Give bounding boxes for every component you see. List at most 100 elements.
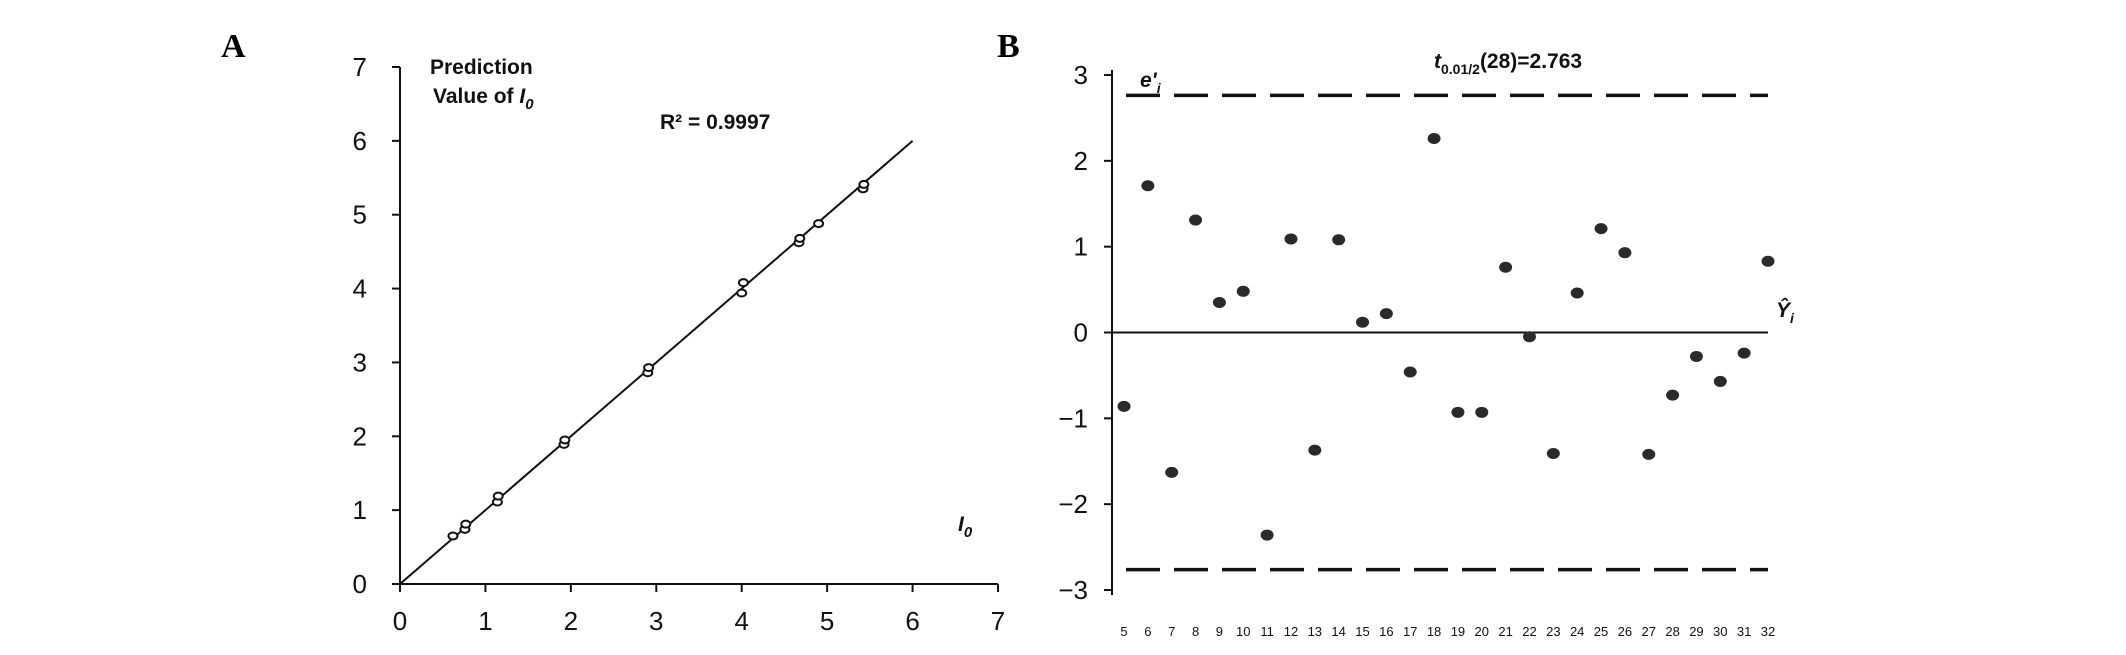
panel-b-point — [1403, 366, 1417, 378]
panel-b-x-tick-label: 28 — [1665, 624, 1679, 639]
panel-b-point — [1546, 448, 1560, 460]
panel-b-point — [1189, 214, 1203, 226]
panel-b-x-tick-label: 27 — [1642, 624, 1656, 639]
panel-b-x-tick-label: 21 — [1498, 624, 1512, 639]
panel-a-x-tick-label: 2 — [564, 606, 578, 636]
panel-b-x-tick-label: 24 — [1570, 624, 1584, 639]
panel-b-point — [1236, 285, 1250, 297]
panel-b-x-tick-label: 17 — [1403, 624, 1417, 639]
panel-a-y-tick-label: 1 — [353, 495, 367, 525]
panel-b-point — [1427, 133, 1441, 145]
panel-a-ylabel-line1: Prediction — [430, 56, 533, 79]
panel-b-point — [1284, 233, 1298, 245]
panel-b-point — [1689, 351, 1703, 363]
panel-b-point — [1332, 234, 1346, 246]
panel-a-ticks: 0 1 2 3 4 5 6 7 0 1 2 3 4 5 6 7 — [353, 52, 1006, 636]
panel-a-fit-line — [399, 140, 914, 585]
panel-b-x-tick-label: 29 — [1689, 624, 1703, 639]
panel-a-x-tick-label: 0 — [393, 606, 407, 636]
panel-b-point — [1761, 255, 1775, 267]
panel-a-point — [813, 219, 825, 229]
panel-a-point — [460, 519, 472, 529]
panel-a-point — [492, 491, 504, 501]
panel-b-point — [1594, 223, 1608, 235]
panel-b-x-tick-label: 7 — [1168, 624, 1175, 639]
panel-b-x-tick-label: 8 — [1192, 624, 1199, 639]
panel-a-point — [447, 531, 459, 541]
panel-a-xlabel-sub: 0 — [964, 524, 973, 541]
panel-b-y-tick-label: −1 — [1058, 403, 1088, 433]
panel-b-x-tick-label: 18 — [1427, 624, 1441, 639]
panel-b-threshold-label: t0.01/2(28)=2.763 — [1434, 50, 1582, 77]
panel-b-x-tick-label: 30 — [1713, 624, 1727, 639]
panel-b-point — [1642, 448, 1656, 460]
panel-a-y-tick-label: 2 — [353, 421, 367, 451]
panel-a-points — [447, 179, 870, 541]
panel-a-letter: A — [221, 28, 246, 65]
panel-b-point — [1356, 316, 1370, 328]
panel-b-y-tick-label: 0 — [1074, 318, 1088, 348]
panel-a-xlabel-var: I — [958, 513, 965, 536]
panel-a-y-tick-label: 4 — [353, 274, 367, 304]
panel-b-x-tick-label: 6 — [1144, 624, 1151, 639]
panel-b-point — [1570, 287, 1584, 299]
panel-b-x-tick-label: 9 — [1216, 624, 1223, 639]
panel-b-x-tick-label: 16 — [1379, 624, 1393, 639]
panel-b-point — [1260, 529, 1274, 541]
panel-a-x-tick-label: 6 — [905, 606, 919, 636]
panel-b-x-tick-label: 31 — [1737, 624, 1751, 639]
panel-a-x-tick-label: 4 — [734, 606, 748, 636]
panel-b-x-tick-label: 32 — [1761, 624, 1775, 639]
panel-b-xlabel: Ŷi — [1776, 298, 1795, 326]
panel-b-x-tick-label: 13 — [1308, 624, 1322, 639]
panel-a-y-tick-label: 5 — [353, 200, 367, 230]
panel-a-x-tick-label: 3 — [649, 606, 663, 636]
panel-b-letter: B — [997, 28, 1020, 65]
panel-b-y-tick-label: 3 — [1074, 60, 1088, 90]
panel-a-point — [858, 179, 870, 189]
panel-b-axes — [1111, 70, 1768, 595]
panel-b-point — [1522, 331, 1536, 343]
panel-b-point — [1618, 247, 1632, 259]
panel-b-point — [1308, 444, 1322, 456]
panel-a-x-tick-label: 1 — [478, 606, 492, 636]
panel-a-axes — [399, 67, 998, 585]
panel-b-x-tick-label: 25 — [1594, 624, 1608, 639]
panel-b-point — [1737, 347, 1751, 359]
panel-a-ylabel-line2: Value of I0 — [433, 85, 534, 113]
panel-a-y-tick-label: 7 — [353, 52, 367, 82]
panel-b-points — [1117, 133, 1775, 541]
panel-a: 0 1 2 3 4 5 6 7 0 1 2 3 4 5 6 7 Prediction Value of I0 … — [353, 52, 1006, 636]
panel-b-point — [1379, 308, 1393, 320]
panel-a-x-tick-label: 7 — [991, 606, 1005, 636]
panel-b-x-tick-label: 10 — [1236, 624, 1250, 639]
panel-a-r2-annotation: R² = 0.9997 — [660, 111, 770, 134]
panel-b-x-tick-label: 5 — [1120, 624, 1127, 639]
panel-b-ylabel: e'i — [1140, 69, 1162, 96]
panel-b-x-tick-label: 22 — [1522, 624, 1536, 639]
panel-a-point — [736, 288, 748, 298]
panel-a-ylabel-prefix: Value of — [433, 85, 519, 108]
panel-b-x-tick-label: 26 — [1618, 624, 1632, 639]
panel-b-x-tick-label: 23 — [1546, 624, 1560, 639]
panel-a-point — [737, 278, 749, 288]
panel-a-ylabel-var: I — [519, 85, 526, 108]
panel-b-point — [1165, 466, 1179, 478]
panel-a-y-tick-label: 0 — [353, 569, 367, 599]
panel-a-x-tick-label: 5 — [820, 606, 834, 636]
panel-b-point — [1141, 180, 1155, 192]
panel-b-point — [1666, 389, 1680, 401]
panel-a-point — [559, 435, 571, 445]
panel-b-y-tick-label: −3 — [1058, 575, 1088, 605]
panel-b-x-tick-label: 14 — [1331, 624, 1345, 639]
panel-b-x-tick-label: 20 — [1475, 624, 1489, 639]
panel-b-y-tick-label: −2 — [1058, 489, 1088, 519]
panel-a-y-tick-label: 3 — [353, 347, 367, 377]
panel-a-point — [794, 233, 806, 243]
panel-b-y-tick-label: 1 — [1074, 232, 1088, 262]
panel-b-x-tick-label: 19 — [1451, 624, 1465, 639]
panel-b-point — [1475, 406, 1489, 418]
panel-b-point — [1499, 261, 1513, 273]
